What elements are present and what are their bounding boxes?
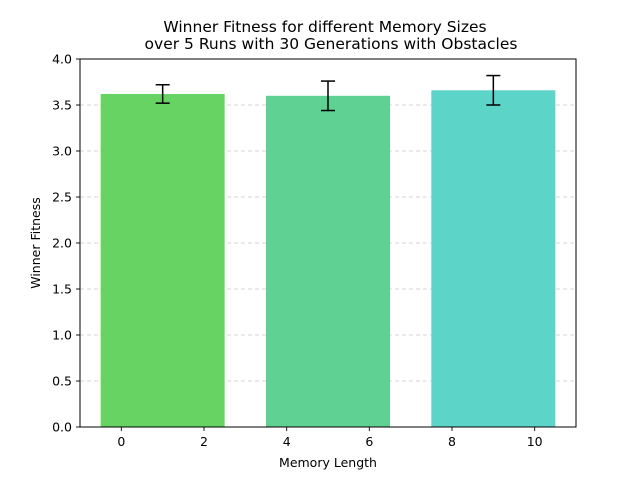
bar (100, 93, 225, 428)
y-tick-label: 1.5 (52, 282, 72, 297)
y-tick-label: 3.0 (52, 144, 72, 159)
chart-title-line2: over 5 Runs with 30 Generations with Obs… (145, 35, 518, 53)
ticks: 0 2 4 6 8 10 0.0 0.5 1.0 1.5 2.0 2.5 3.0 3.5 4.0 (52, 52, 543, 450)
x-tick-label: 10 (527, 434, 543, 449)
y-tick-label: 2.5 (52, 190, 72, 205)
bar (431, 90, 556, 427)
chart-title-line1: Winner Fitness for different Memory Size… (163, 18, 486, 36)
error-bars (155, 74, 501, 112)
y-tick-label: 3.5 (52, 98, 72, 113)
x-tick-label: 2 (200, 434, 208, 449)
x-tick-label: 4 (283, 434, 291, 449)
y-tick-label: 1.0 (52, 328, 72, 343)
bar (266, 95, 390, 428)
y-tick-label: 0.0 (52, 420, 72, 435)
x-tick-label: 8 (448, 434, 456, 449)
bars (100, 90, 556, 428)
y-tick-label: 2.0 (52, 236, 72, 251)
x-axis-label: Memory Length (279, 455, 377, 470)
y-axis-label: Winner Fitness (28, 197, 43, 289)
x-tick-label: 0 (117, 434, 125, 449)
y-tick-label: 0.5 (52, 374, 72, 389)
y-tick-label: 4.0 (52, 52, 72, 67)
x-tick-label: 6 (365, 434, 373, 449)
